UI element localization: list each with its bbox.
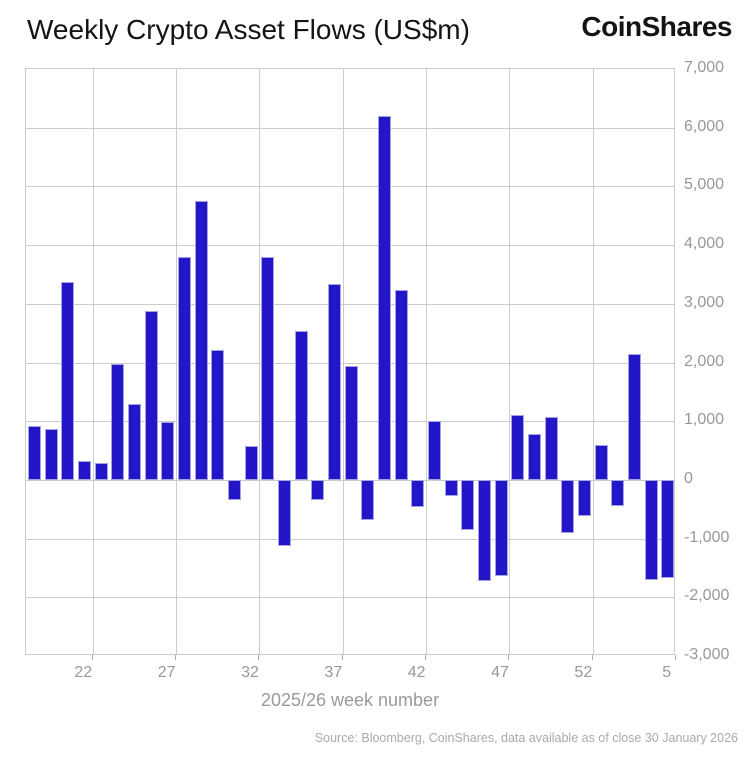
bar-week-48 xyxy=(511,415,525,480)
bar-week-28 xyxy=(177,256,191,480)
bar-week-4 xyxy=(644,479,658,580)
y-axis-label-4,000: 4,000 xyxy=(684,235,725,253)
bar-week-36 xyxy=(311,479,325,500)
x-axis-label-week-27: 27 xyxy=(157,664,176,681)
x-gridline-week-37 xyxy=(342,69,344,654)
bar-week-21 xyxy=(61,282,75,480)
plot-area xyxy=(25,68,675,655)
bar-week-20 xyxy=(44,429,58,480)
x-tick-week-37 xyxy=(341,655,343,660)
bar-week-40 xyxy=(377,115,391,480)
x-gridline-week-47 xyxy=(509,69,511,654)
x-tick-week-42 xyxy=(425,655,426,660)
x-gridline-week-32 xyxy=(259,69,261,654)
bar-week-39 xyxy=(361,479,375,520)
y-gridline-6,000 xyxy=(26,127,674,129)
y-gridline-4,000 xyxy=(26,245,674,247)
bar-week-19 xyxy=(27,425,41,480)
bar-week-26 xyxy=(144,310,158,480)
y-axis-label--1,000: -1,000 xyxy=(684,528,730,546)
bar-week-52 xyxy=(577,479,591,516)
bar-week-31 xyxy=(227,479,241,500)
x-axis-label-week-47: 47 xyxy=(491,664,509,681)
y-gridline--2,000 xyxy=(26,597,674,599)
x-axis-label-week-32: 32 xyxy=(241,664,259,681)
x-gridline-week-27 xyxy=(176,69,177,654)
bar-week-34 xyxy=(277,479,291,547)
y-gridline-2,000 xyxy=(26,362,674,364)
bar-week-37 xyxy=(327,284,341,480)
bar-week-29 xyxy=(194,201,208,480)
bar-week-46 xyxy=(477,479,491,582)
coinshares-logo: CoinShares xyxy=(581,11,732,42)
bar-week-24 xyxy=(111,364,125,480)
bar-week-35 xyxy=(294,331,308,480)
bar-week-25 xyxy=(127,404,141,480)
bar-week-50 xyxy=(544,416,558,480)
chart-title: Weekly Crypto Asset Flows (US$m) xyxy=(27,14,470,45)
bar-week-44 xyxy=(444,479,458,496)
bar-week-33 xyxy=(261,256,275,480)
x-gridline-week-42 xyxy=(426,69,427,654)
y-axis-label-3,000: 3,000 xyxy=(684,293,725,311)
x-axis-label-week-22: 22 xyxy=(74,664,93,681)
bar-week-41 xyxy=(394,290,408,480)
bar-week-22 xyxy=(77,461,91,480)
bar-week-47 xyxy=(494,479,508,577)
x-gridline-week-52 xyxy=(592,69,594,654)
y-axis-label--2,000: -2,000 xyxy=(684,587,730,605)
bar-week-1 xyxy=(594,445,608,480)
x-axis-label-week-52: 52 xyxy=(574,664,593,681)
bar-week-3 xyxy=(627,353,641,480)
y-axis-label-1,000: 1,000 xyxy=(684,411,725,429)
x-gridline-week-22 xyxy=(92,69,94,654)
bar-week-49 xyxy=(527,433,541,480)
x-axis-title: 2025/26 week number xyxy=(260,690,440,710)
x-tick-week-32 xyxy=(258,655,260,660)
bar-week-5 xyxy=(661,479,675,578)
x-tick-week-27 xyxy=(175,655,176,660)
y-axis-label-6,000: 6,000 xyxy=(684,117,725,135)
x-tick-week-47 xyxy=(508,655,510,660)
bar-week-32 xyxy=(244,445,258,480)
bar-week-38 xyxy=(344,366,358,480)
y-axis-label-5,000: 5,000 xyxy=(684,176,725,194)
bar-week-2 xyxy=(611,479,625,506)
bar-week-43 xyxy=(427,420,441,480)
y-gridline-5,000 xyxy=(26,186,674,188)
y-axis-label-2,000: 2,000 xyxy=(684,352,725,370)
x-axis-label-week-42: 42 xyxy=(407,664,426,681)
x-axis-label-week-37: 37 xyxy=(324,664,343,681)
y-axis-label-0: 0 xyxy=(684,469,693,487)
bar-week-30 xyxy=(211,350,225,480)
x-axis-label-week-5: 5 xyxy=(662,664,672,681)
source-note: Source: Bloomberg, CoinShares, data avai… xyxy=(314,731,738,745)
bar-week-51 xyxy=(561,479,575,533)
bar-week-27 xyxy=(161,422,175,480)
y-axis-label-7,000: 7,000 xyxy=(684,59,725,76)
x-tick-week-5 xyxy=(675,655,676,660)
y-axis-label--3,000: -3,000 xyxy=(684,646,730,663)
bar-week-42 xyxy=(411,479,425,508)
x-tick-week-22 xyxy=(91,655,93,660)
bar-week-45 xyxy=(461,479,475,530)
y-gridline-0 xyxy=(26,479,674,481)
bar-week-23 xyxy=(94,463,108,480)
y-gridline-3,000 xyxy=(26,303,674,305)
x-tick-week-52 xyxy=(591,655,593,660)
y-gridline--1,000 xyxy=(26,538,674,540)
